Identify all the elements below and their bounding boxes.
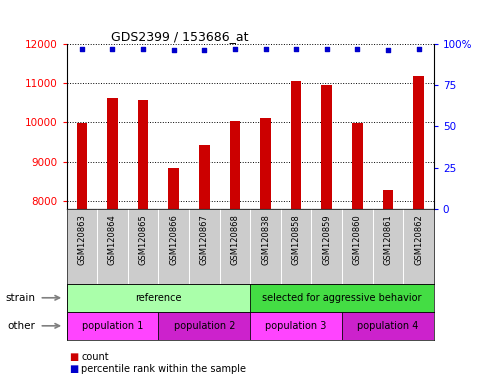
Text: GSM120865: GSM120865 — [139, 214, 147, 265]
Text: population 2: population 2 — [174, 321, 235, 331]
Text: GSM120858: GSM120858 — [291, 214, 301, 265]
Text: GSM120867: GSM120867 — [200, 214, 209, 265]
Point — [353, 46, 361, 52]
Text: GSM120868: GSM120868 — [230, 214, 240, 265]
Bar — [250, 284, 434, 312]
Text: GSM120864: GSM120864 — [108, 214, 117, 265]
Bar — [250, 312, 342, 340]
Bar — [107, 98, 118, 209]
Text: other: other — [7, 321, 35, 331]
Bar — [168, 168, 179, 209]
Bar — [383, 190, 393, 209]
Point — [78, 46, 86, 52]
Bar — [230, 121, 240, 209]
Point — [384, 47, 392, 53]
Text: count: count — [81, 352, 109, 362]
Text: selected for aggressive behavior: selected for aggressive behavior — [262, 293, 422, 303]
Bar — [138, 100, 148, 209]
Point — [170, 47, 177, 53]
Point — [108, 46, 116, 52]
Bar — [321, 84, 332, 209]
Bar — [260, 119, 271, 209]
Bar — [352, 123, 363, 209]
Text: GSM120866: GSM120866 — [169, 214, 178, 265]
Point — [415, 46, 423, 52]
Bar — [67, 312, 158, 340]
Text: population 3: population 3 — [265, 321, 327, 331]
Bar — [199, 145, 210, 209]
Bar — [342, 312, 434, 340]
Text: GSM120838: GSM120838 — [261, 214, 270, 265]
Bar — [413, 76, 424, 209]
Point — [200, 47, 208, 53]
Text: population 1: population 1 — [82, 321, 143, 331]
Point — [323, 46, 331, 52]
Bar — [291, 81, 301, 209]
Text: strain: strain — [5, 293, 35, 303]
Point — [262, 46, 270, 52]
Text: population 4: population 4 — [357, 321, 419, 331]
Text: ■: ■ — [69, 352, 78, 362]
Bar — [158, 312, 250, 340]
Text: reference: reference — [135, 293, 181, 303]
Bar — [67, 284, 250, 312]
Text: ■: ■ — [69, 364, 78, 374]
Point — [231, 46, 239, 52]
Text: GSM120859: GSM120859 — [322, 214, 331, 265]
Text: GSM120862: GSM120862 — [414, 214, 423, 265]
Text: GSM120861: GSM120861 — [384, 214, 392, 265]
Text: GSM120863: GSM120863 — [77, 214, 86, 265]
Bar — [76, 123, 87, 209]
Point — [139, 46, 147, 52]
Text: GDS2399 / 153686_at: GDS2399 / 153686_at — [110, 30, 248, 43]
Point — [292, 46, 300, 52]
Text: percentile rank within the sample: percentile rank within the sample — [81, 364, 246, 374]
Text: GSM120860: GSM120860 — [353, 214, 362, 265]
